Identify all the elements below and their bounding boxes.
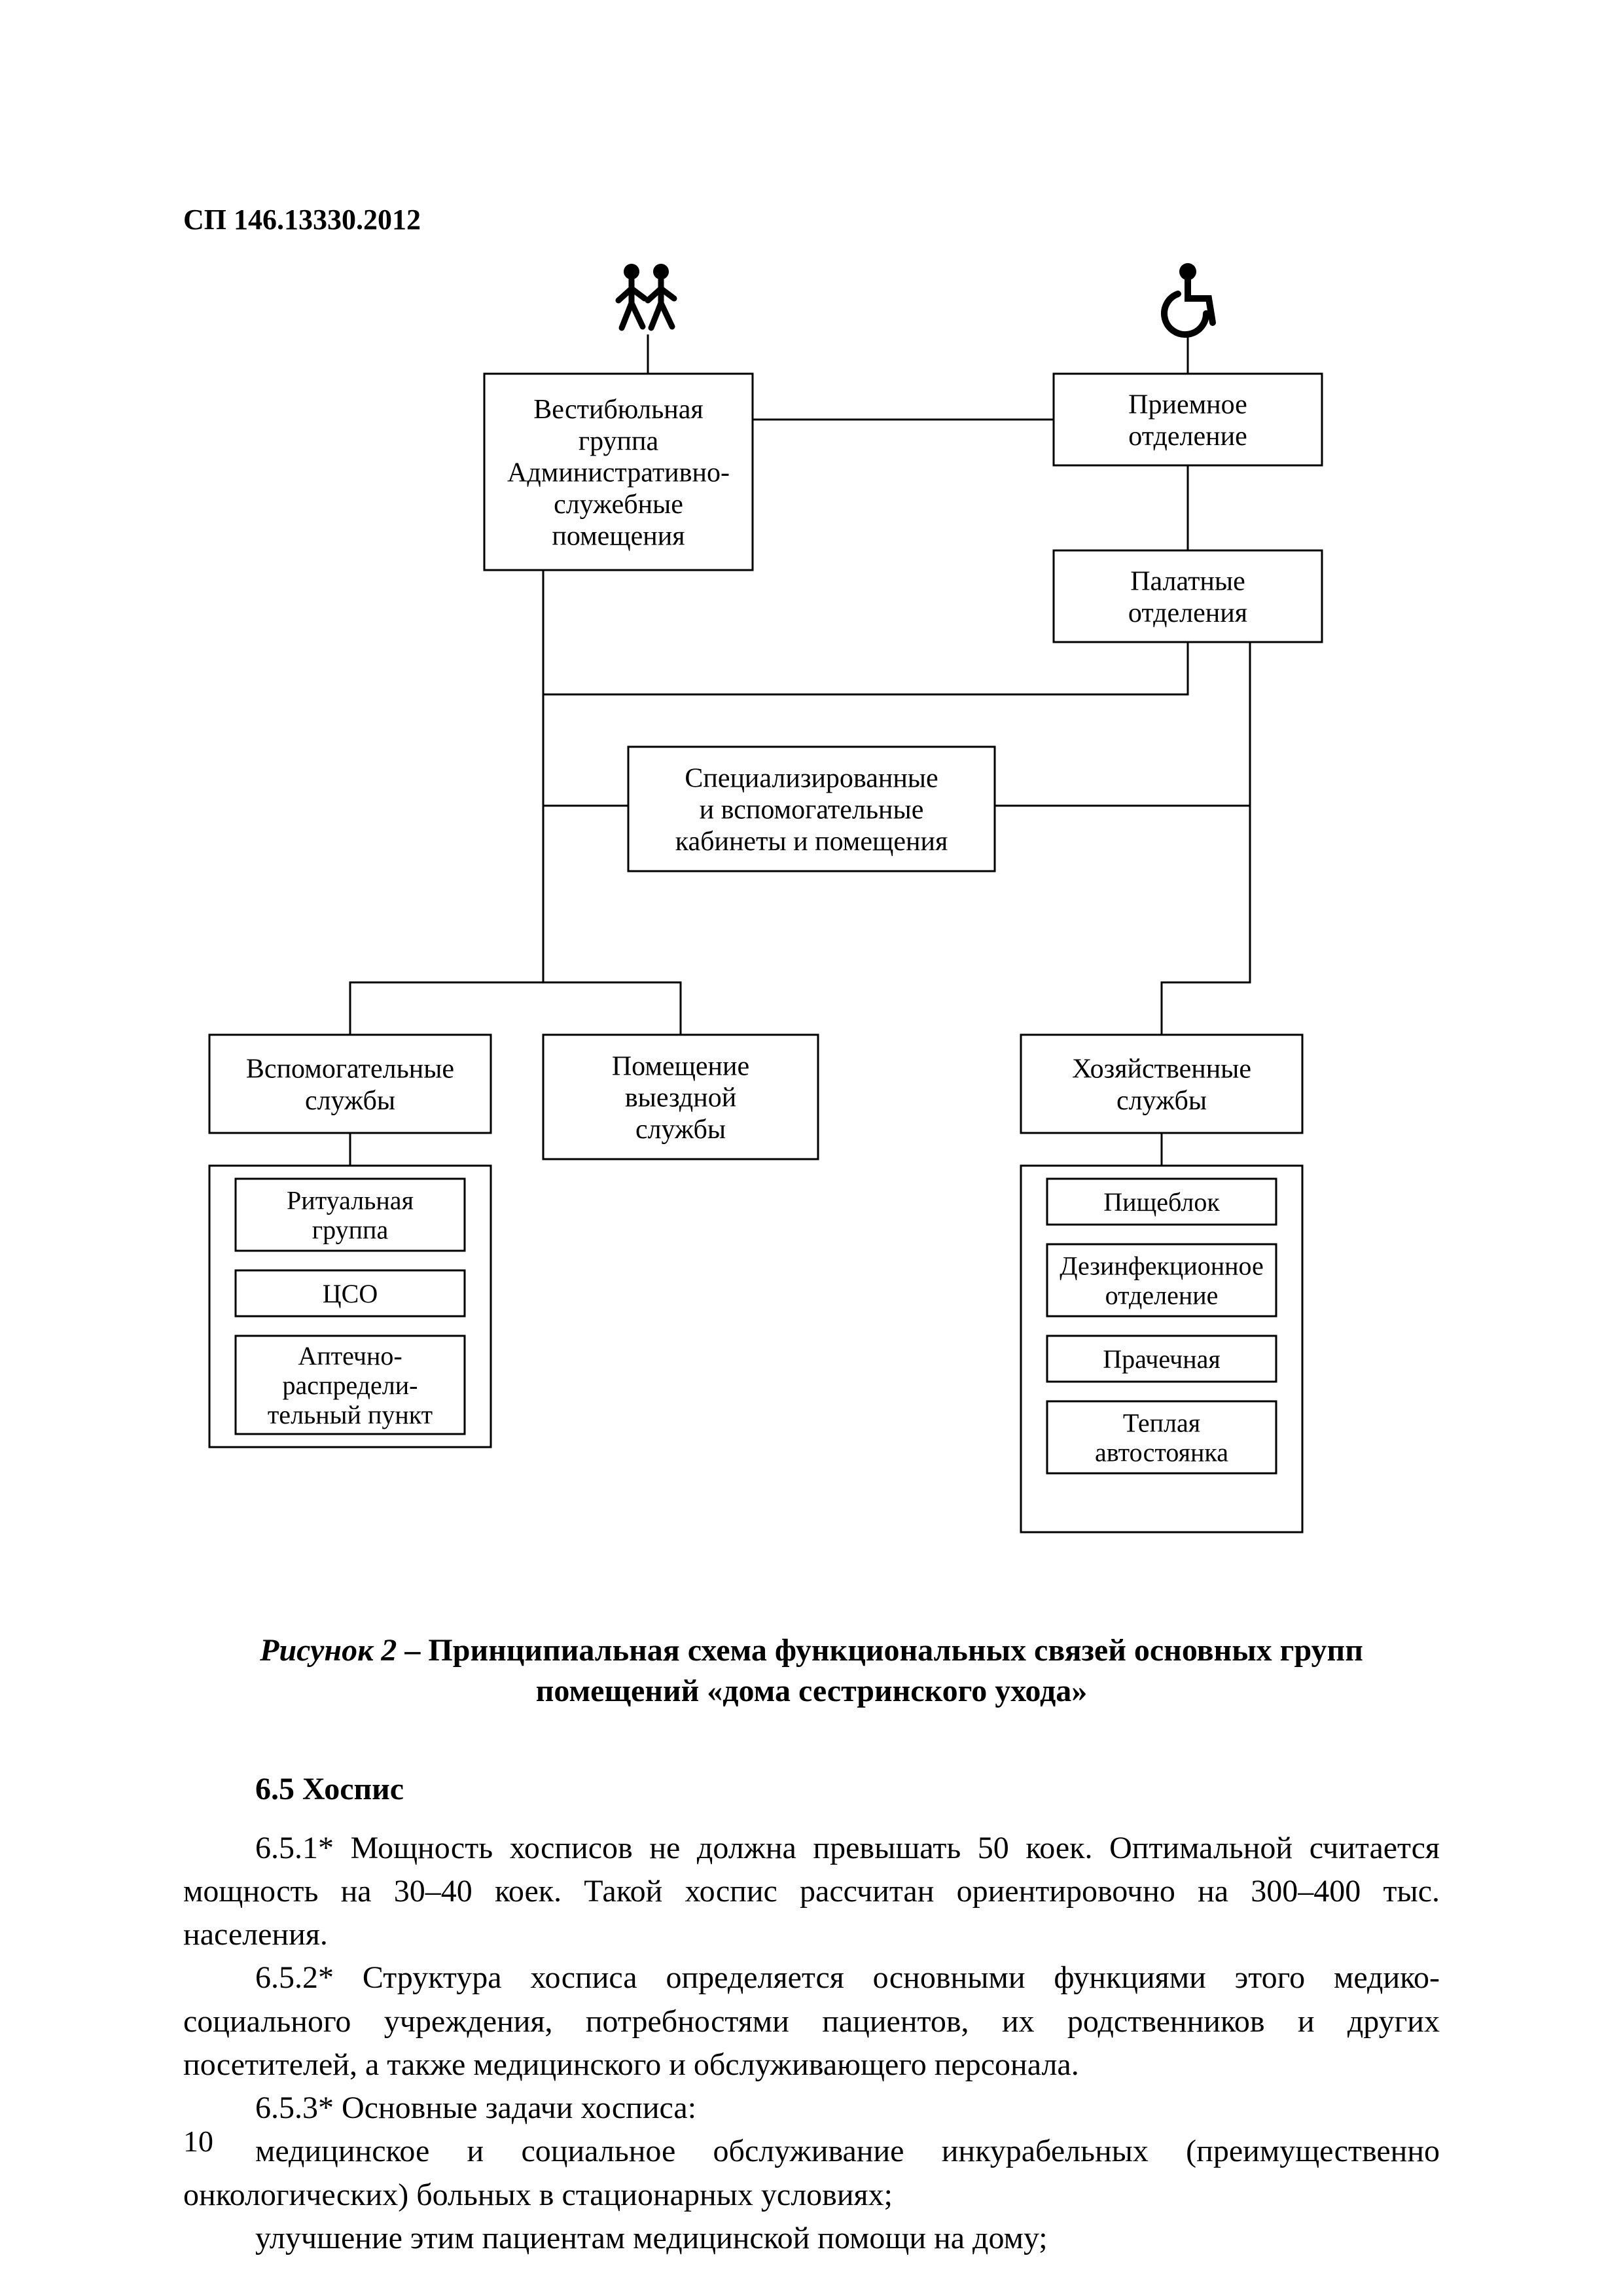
page-number: 10 bbox=[183, 2124, 213, 2159]
svg-text:ЦСО: ЦСО bbox=[323, 1279, 378, 1308]
section-number: 6.5 bbox=[255, 1772, 294, 1806]
caption-line-2: помещений «дома сестринского ухода» bbox=[536, 1674, 1088, 1708]
section-heading: 6.5 Хоспис bbox=[255, 1771, 1440, 1807]
walking-people-icon bbox=[618, 264, 674, 328]
svg-text:Прачечная: Прачечная bbox=[1103, 1344, 1221, 1374]
para-6-5-2: 6.5.2* Структура хосписа определяется ос… bbox=[183, 1956, 1440, 2087]
para-6-5-1: 6.5.1* Мощность хосписов не должна превы… bbox=[183, 1827, 1440, 1957]
body-text: 6.5.1* Мощность хосписов не должна превы… bbox=[183, 1827, 1440, 2260]
para-6-5-3: 6.5.3* Основные задачи хосписа: bbox=[183, 2087, 1440, 2130]
diagram-figure-2: ВестибюльнаягруппаАдминистративно-служеб… bbox=[183, 262, 1440, 1611]
caption-line-1: Принципиальная схема функциональных связ… bbox=[428, 1633, 1363, 1668]
svg-text:Специализированныеи вспомогате: Специализированныеи вспомогательныекабин… bbox=[675, 763, 948, 857]
para-bullet-1: медицинское и социальное обслуживание ин… bbox=[183, 2130, 1440, 2216]
svg-text:Пищеблок: Пищеблок bbox=[1103, 1187, 1220, 1217]
figure-caption: Рисунок 2 – Принципиальная схема функцио… bbox=[183, 1630, 1440, 1712]
para-bullet-2: улучшение этим пациентам медицинской пом… bbox=[183, 2217, 1440, 2260]
section-title-text: Хоспис bbox=[302, 1772, 404, 1806]
caption-lead: Рисунок 2 bbox=[260, 1633, 397, 1668]
wheelchair-icon bbox=[1164, 263, 1213, 334]
doc-code: СП 146.13330.2012 bbox=[183, 203, 1440, 236]
caption-dash: – bbox=[397, 1633, 428, 1668]
